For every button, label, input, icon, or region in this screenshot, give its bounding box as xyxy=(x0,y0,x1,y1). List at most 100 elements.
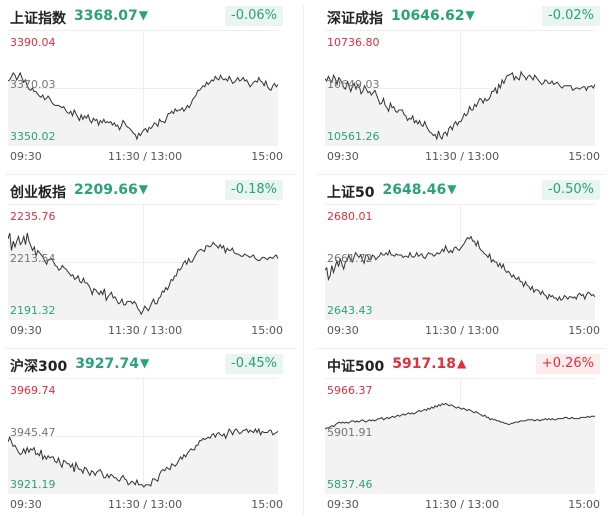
panel-header: 深证成指 10646.62 ▼ -0.02% xyxy=(325,4,600,28)
y-label-high: 3390.04 xyxy=(10,36,56,49)
x-axis: 09:30 11:30 / 13:00 15:00 xyxy=(325,498,600,512)
x-label-open: 09:30 xyxy=(10,150,42,163)
index-name: 上证指数 xyxy=(10,11,66,27)
index-value: 3927.74 xyxy=(75,356,139,372)
index-name: 创业板指 xyxy=(10,185,66,201)
chart-svg xyxy=(325,204,596,320)
index-value: 3368.07 xyxy=(74,8,138,24)
y-label-low: 2643.43 xyxy=(327,304,373,317)
x-label-midday: 11:30 / 13:00 xyxy=(108,150,183,163)
chart-svg xyxy=(8,204,279,320)
y-label-high: 10736.80 xyxy=(327,36,380,49)
intraday-chart: 5966.37 5901.91 5837.46 xyxy=(325,378,600,494)
panel-header: 上证指数 3368.07 ▼ -0.06% xyxy=(8,4,283,28)
price-area xyxy=(325,71,595,146)
intraday-chart: 10736.80 10649.03 10561.26 xyxy=(325,30,600,146)
price-area xyxy=(325,236,595,320)
x-label-open: 09:30 xyxy=(327,498,359,511)
arrow-up-icon: ▲ xyxy=(457,356,467,370)
x-label-midday: 11:30 / 13:00 xyxy=(425,324,500,337)
arrow-down-icon: ▼ xyxy=(447,182,457,196)
change-badge: -0.50% xyxy=(542,180,600,200)
y-label-high: 5966.37 xyxy=(327,384,373,397)
index-value: 2648.46 xyxy=(382,182,447,198)
index-name: 上证50 xyxy=(327,185,375,201)
x-label-open: 09:30 xyxy=(327,150,359,163)
y-label-high: 3969.74 xyxy=(10,384,56,397)
x-label-close: 15:00 xyxy=(251,498,283,511)
y-label-mid: 3370.03 xyxy=(10,78,56,91)
y-label-low: 2191.32 xyxy=(10,304,56,317)
price-area xyxy=(8,72,278,146)
price-line xyxy=(8,232,279,316)
index-value: 2209.66 xyxy=(74,182,138,198)
column-divider xyxy=(303,6,304,514)
y-label-high: 2680.01 xyxy=(327,210,373,223)
chart-svg xyxy=(325,30,596,146)
x-label-midday: 11:30 / 13:00 xyxy=(425,498,500,511)
chart-svg xyxy=(8,378,279,494)
y-label-mid: 10649.03 xyxy=(327,78,380,91)
arrow-down-icon: ▼ xyxy=(140,356,150,370)
x-axis: 09:30 11:30 / 13:00 15:00 xyxy=(8,324,283,338)
y-label-mid: 3945.47 xyxy=(10,426,56,439)
price-area xyxy=(8,233,278,320)
arrow-down-icon: ▼ xyxy=(138,8,148,22)
price-area xyxy=(8,429,278,494)
intraday-chart: 2235.76 2213.54 2191.32 xyxy=(8,204,283,320)
arrow-down-icon: ▼ xyxy=(465,8,475,22)
x-label-midday: 11:30 / 13:00 xyxy=(108,324,183,337)
price-line xyxy=(8,71,279,141)
index-panel-szse[interactable]: 深证成指 10646.62 ▼ -0.02% 10736.80 10649.03… xyxy=(325,4,611,174)
x-label-close: 15:00 xyxy=(251,150,283,163)
row-divider xyxy=(316,174,606,175)
row-divider xyxy=(316,348,606,349)
index-name: 沪深300 xyxy=(10,359,68,375)
x-label-open: 09:30 xyxy=(10,324,42,337)
index-name: 中证500 xyxy=(327,359,385,375)
change-badge: -0.18% xyxy=(225,180,283,200)
y-label-mid: 2661.72 xyxy=(327,252,373,265)
change-badge: -0.45% xyxy=(225,354,283,374)
row-divider xyxy=(6,174,296,175)
x-label-close: 15:00 xyxy=(568,324,600,337)
y-label-high: 2235.76 xyxy=(10,210,56,223)
x-label-open: 09:30 xyxy=(10,498,42,511)
price-line xyxy=(325,235,596,302)
panel-header: 沪深300 3927.74 ▼ -0.45% xyxy=(8,352,283,376)
y-label-low: 3350.02 xyxy=(10,130,56,143)
x-label-midday: 11:30 / 13:00 xyxy=(425,150,500,163)
x-label-midday: 11:30 / 13:00 xyxy=(108,498,183,511)
intraday-chart: 3969.74 3945.47 3921.19 xyxy=(8,378,283,494)
index-value: 10646.62 xyxy=(391,8,465,24)
x-label-close: 15:00 xyxy=(568,498,600,511)
panel-header: 上证50 2648.46 ▼ -0.50% xyxy=(325,178,600,202)
x-axis: 09:30 11:30 / 13:00 15:00 xyxy=(8,498,283,512)
x-axis: 09:30 11:30 / 13:00 15:00 xyxy=(325,324,600,338)
row-divider xyxy=(6,348,296,349)
change-badge: +0.26% xyxy=(535,354,600,374)
chart-svg xyxy=(8,30,279,146)
panel-header: 中证500 5917.18 ▲ +0.26% xyxy=(325,352,600,376)
index-panel-csi300[interactable]: 沪深300 3927.74 ▼ -0.45% 3969.74 3945.47 3… xyxy=(8,352,298,522)
y-label-low: 3921.19 xyxy=(10,478,56,491)
x-axis: 09:30 11:30 / 13:00 15:00 xyxy=(8,150,283,164)
y-label-low: 10561.26 xyxy=(327,130,380,143)
index-value: 5917.18 xyxy=(392,356,456,372)
x-label-open: 09:30 xyxy=(327,324,359,337)
price-line xyxy=(325,70,596,141)
index-panel-sse[interactable]: 上证指数 3368.07 ▼ -0.06% 3390.04 3370.03 33… xyxy=(8,4,298,174)
intraday-chart: 3390.04 3370.03 3350.02 xyxy=(8,30,283,146)
arrow-down-icon: ▼ xyxy=(138,182,148,196)
panel-header: 创业板指 2209.66 ▼ -0.18% xyxy=(8,178,283,202)
change-badge: -0.02% xyxy=(542,6,600,26)
price-line xyxy=(8,427,279,488)
index-panel-csi500[interactable]: 中证500 5917.18 ▲ +0.26% 5966.37 5901.91 5… xyxy=(325,352,611,522)
index-panel-chinext[interactable]: 创业板指 2209.66 ▼ -0.18% 2235.76 2213.54 21… xyxy=(8,178,298,348)
change-badge: -0.06% xyxy=(225,6,283,26)
price-line xyxy=(325,402,595,430)
index-panel-sse50[interactable]: 上证50 2648.46 ▼ -0.50% 2680.01 2661.72 26… xyxy=(325,178,611,348)
index-name: 深证成指 xyxy=(327,11,383,27)
x-label-close: 15:00 xyxy=(568,150,600,163)
x-label-close: 15:00 xyxy=(251,324,283,337)
